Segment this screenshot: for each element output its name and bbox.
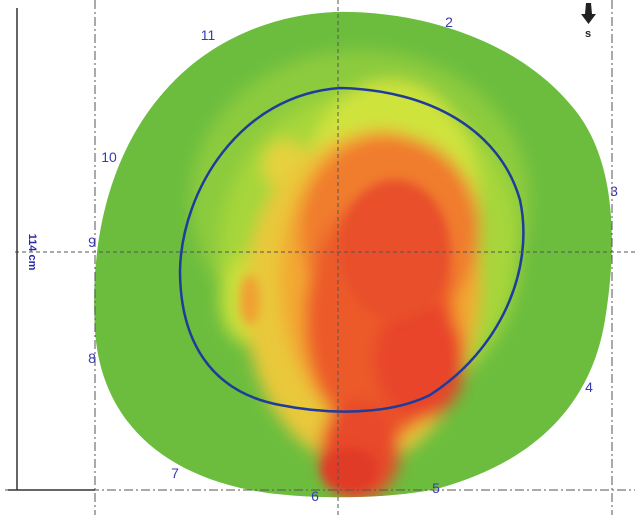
position-6-label: 6: [311, 488, 319, 504]
position-5-label: 5: [432, 480, 440, 496]
crosshair: [5, 0, 635, 515]
position-labels: 2 3 4 5 6 7 8 9 10 11: [88, 14, 618, 504]
position-7-label: 7: [171, 465, 179, 481]
position-11-label: 11: [201, 27, 216, 43]
diameter-label: 114 cm: [26, 234, 38, 271]
position-3-label: 3: [610, 183, 618, 199]
dimension-marker: 114 cm: [8, 8, 95, 491]
position-2-label: 2: [445, 14, 453, 30]
compass-south: s: [581, 3, 596, 40]
position-10-label: 10: [101, 149, 117, 165]
outline-circle: [178, 86, 525, 413]
position-9-label: 9: [88, 234, 96, 250]
position-8-label: 8: [88, 350, 96, 366]
south-arrow-icon: [581, 3, 596, 24]
heat-map-disc: [94, 11, 612, 498]
position-4-label: 4: [585, 379, 593, 395]
hot-core-layer: [240, 180, 450, 492]
south-label: s: [585, 28, 591, 40]
